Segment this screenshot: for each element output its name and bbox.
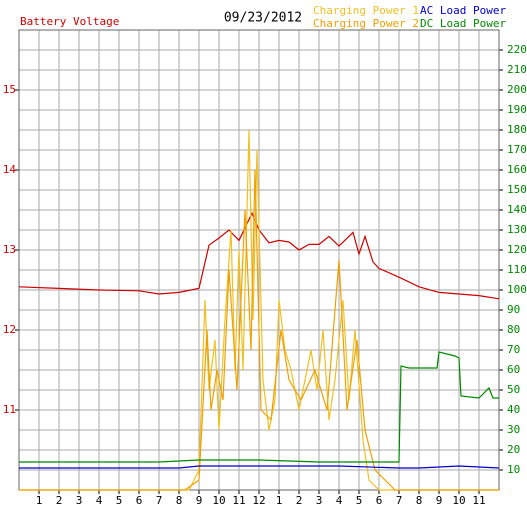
x-tick-label: 8 bbox=[416, 494, 423, 507]
y2-tick-label: 190 bbox=[507, 103, 527, 116]
y2-tick-label: 130 bbox=[507, 223, 527, 236]
y2-tick-label: 200 bbox=[507, 83, 527, 96]
y2-tick-label: 30 bbox=[507, 423, 520, 436]
legend-label: Battery Voltage bbox=[20, 15, 119, 28]
y2-tick-label: 20 bbox=[507, 443, 520, 456]
legend-label: Charging Power 1 bbox=[313, 4, 419, 17]
y-tick-label: 12 bbox=[3, 323, 16, 336]
y2-tick-label: 50 bbox=[507, 383, 520, 396]
series-line bbox=[19, 351, 499, 463]
x-tick-label: 5 bbox=[116, 494, 123, 507]
x-tick-label: 6 bbox=[376, 494, 383, 507]
x-tick-label: 8 bbox=[176, 494, 183, 507]
series-line bbox=[19, 465, 500, 469]
y-tick-label: 13 bbox=[3, 243, 16, 256]
y2-tick-label: 90 bbox=[507, 303, 520, 316]
series-line bbox=[19, 169, 499, 491]
x-tick-label: 9 bbox=[196, 494, 203, 507]
y-tick-label: 15 bbox=[3, 83, 16, 96]
y2-tick-label: 120 bbox=[507, 243, 527, 256]
y-tick-label: 11 bbox=[3, 403, 16, 416]
y-tick-label: 14 bbox=[3, 163, 17, 176]
legend-label: DC Load Power bbox=[420, 17, 506, 30]
x-tick-label: 4 bbox=[96, 494, 103, 507]
plot-border bbox=[18, 29, 500, 491]
y2-tick-label: 210 bbox=[507, 63, 527, 76]
series-line bbox=[18, 211, 500, 300]
y2-tick-label: 100 bbox=[507, 283, 527, 296]
y2-tick-label: 40 bbox=[507, 403, 520, 416]
y2-tick-label: 80 bbox=[507, 323, 520, 336]
x-tick-label: 11 bbox=[232, 494, 245, 507]
legend-label: Charging Power 2 bbox=[313, 17, 419, 30]
x-tick-label: 2 bbox=[56, 494, 63, 507]
x-tick-label: 10 bbox=[212, 494, 225, 507]
y2-tick-label: 160 bbox=[507, 163, 527, 176]
y2-tick-label: 220 bbox=[507, 43, 527, 56]
x-tick-label: 12 bbox=[252, 494, 265, 507]
x-tick-label: 5 bbox=[356, 494, 363, 507]
y2-tick-label: 110 bbox=[507, 263, 527, 276]
x-tick-label: 3 bbox=[316, 494, 323, 507]
x-tick-label: 7 bbox=[156, 494, 163, 507]
x-tick-label: 4 bbox=[336, 494, 343, 507]
y2-tick-label: 170 bbox=[507, 143, 527, 156]
y2-tick-label: 60 bbox=[507, 363, 520, 376]
y2-tick-label: 150 bbox=[507, 183, 527, 196]
x-tick-label: 7 bbox=[396, 494, 403, 507]
legend-label: AC Load Power bbox=[420, 4, 506, 17]
x-tick-label: 9 bbox=[436, 494, 443, 507]
x-tick-label: 6 bbox=[136, 494, 143, 507]
x-tick-label: 1 bbox=[276, 494, 283, 507]
y2-tick-label: 180 bbox=[507, 123, 527, 136]
x-tick-label: 2 bbox=[296, 494, 303, 507]
x-tick-label: 3 bbox=[76, 494, 83, 507]
x-tick-label: 10 bbox=[452, 494, 465, 507]
y2-tick-label: 140 bbox=[507, 203, 527, 216]
x-tick-label: 11 bbox=[472, 494, 485, 507]
y2-tick-label: 70 bbox=[507, 343, 520, 356]
x-tick-label: 1 bbox=[36, 494, 43, 507]
y2-tick-label: 10 bbox=[507, 463, 520, 476]
chart-title: 09/23/2012 bbox=[224, 11, 302, 26]
